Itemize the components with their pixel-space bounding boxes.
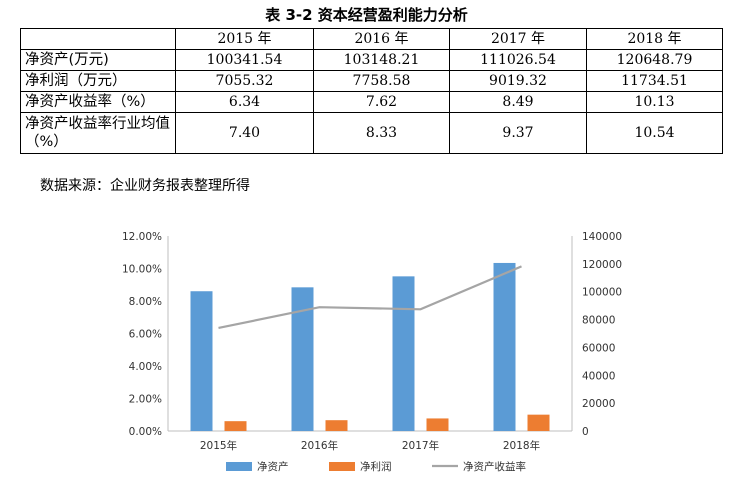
header-cell-2018: 2018 年 [586,28,723,50]
y-left-tick-label: 6.00% [129,329,162,341]
row-label: 净资产(万元) [20,49,176,71]
bar-net-assets [291,287,314,431]
row-label: 净资产收益率行业均值（%） [20,112,176,154]
table-cell: 8.33 [313,112,450,154]
table-cell: 8.49 [449,91,587,113]
table-cell: 7.40 [175,112,314,154]
y-right-tick-label: 100000 [582,287,622,299]
bar-net-profit [325,420,348,431]
table-header-row: 2015 年 2016 年 2017 年 2018 年 [20,28,723,50]
table-title: 表 3-2 资本经营盈利能力分析 [265,6,468,24]
y-left-tick-label: 4.00% [129,361,162,373]
table-row: 净资产收益率行业均值（%） 7.40 8.33 9.37 10.54 [20,112,723,154]
y-right-tick-label: 140000 [582,231,622,243]
table-cell: 11734.51 [586,70,723,92]
y-left-tick-label: 12.00% [122,231,162,243]
header-cell-empty [20,28,176,50]
bar-net-assets [190,291,213,431]
bar-net-profit [527,414,550,431]
table-cell: 120648.79 [586,49,723,71]
y-right-tick-label: 40000 [582,370,615,382]
legend-label: 净利润 [360,460,392,473]
y-right-tick-label: 120000 [582,259,622,271]
legend-swatch [329,462,355,471]
table-cell: 100341.54 [175,49,314,71]
table-cell: 10.54 [586,112,723,154]
legend-label: 净资产 [257,460,289,473]
table-cell: 7055.32 [175,70,314,92]
legend-swatch [226,462,252,471]
y-right-tick-label: 0 [582,426,589,438]
header-cell-2016: 2016 年 [313,28,450,50]
table-cell: 7758.58 [313,70,450,92]
y-right-tick-label: 60000 [582,342,615,354]
profitability-table: 2015 年 2016 年 2017 年 2018 年 净资产(万元) 1003… [20,28,723,154]
bar-net-profit [224,421,247,431]
table-row: 净资产(万元) 100341.54 103148.21 111026.54 12… [20,49,723,71]
bar-net-assets [392,276,415,431]
table-cell: 6.34 [175,91,314,113]
x-tick-label: 2015年 [200,439,237,452]
header-cell-2015: 2015 年 [175,28,314,50]
y-right-tick-label: 20000 [582,398,615,410]
y-left-tick-label: 0.00% [129,426,162,438]
table-cell: 9019.32 [449,70,587,92]
legend-label: 净资产收益率 [463,460,526,473]
y-left-tick-label: 2.00% [129,394,162,406]
header-cell-2017: 2017 年 [449,28,587,50]
table-row: 净资产收益率（%） 6.34 7.62 8.49 10.13 [20,91,723,113]
table-cell: 9.37 [449,112,587,154]
table-cell: 103148.21 [313,49,450,71]
data-source-note: 数据来源：企业财务报表整理所得 [40,178,250,194]
row-label: 净利润（万元） [20,70,176,92]
table-cell: 7.62 [313,91,450,113]
row-label: 净资产收益率（%） [20,91,176,113]
x-tick-label: 2016年 [301,439,338,452]
table-cell: 111026.54 [449,49,587,71]
x-tick-label: 2018年 [503,439,540,452]
bar-net-assets [493,262,516,431]
bar-net-profit [426,418,449,431]
y-right-tick-label: 80000 [582,315,615,327]
table-row: 净利润（万元） 7055.32 7758.58 9019.32 11734.51 [20,70,723,92]
combo-chart: 0.00% 2.00% 4.00% 6.00% 8.00% 10.00% 12.00% 0 20… [122,231,622,473]
table-cell: 10.13 [586,91,723,113]
roe-series-line [218,265,522,330]
x-tick-label: 2017年 [402,439,439,452]
y-left-tick-label: 10.00% [122,264,162,276]
y-left-tick-label: 8.00% [129,296,162,308]
